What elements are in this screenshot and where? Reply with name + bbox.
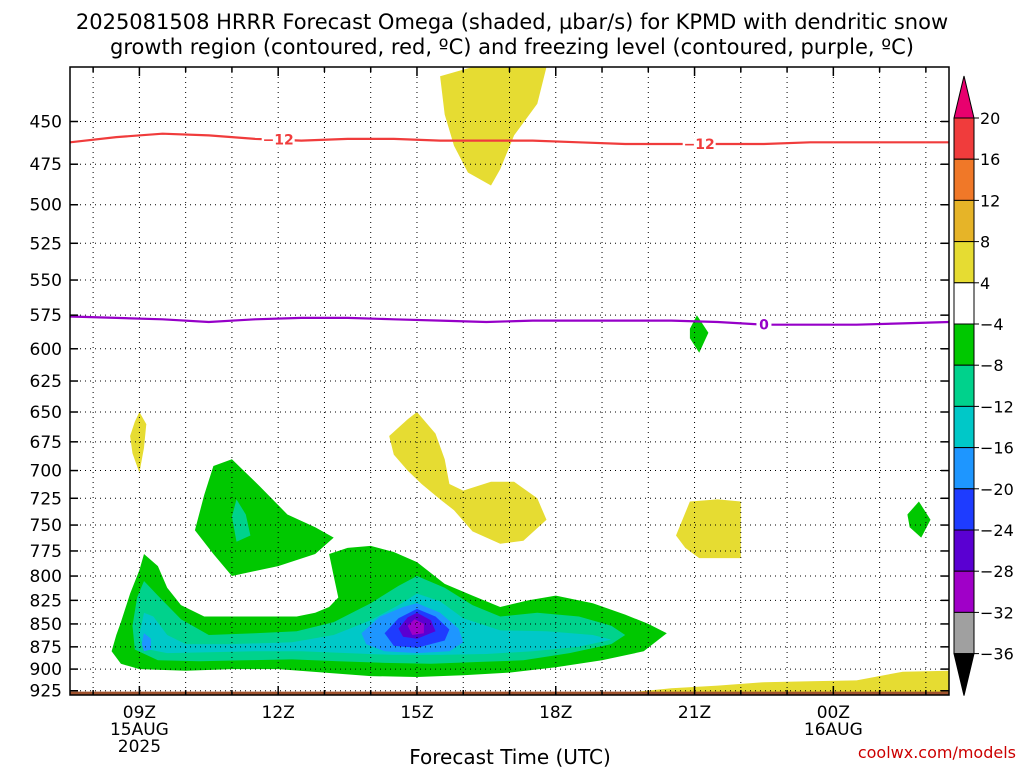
- colorbar-box: [953, 323, 975, 366]
- grid-lines: [70, 67, 949, 695]
- x-tick-label: 16AUG: [804, 720, 863, 740]
- colorbar-label: 4: [980, 274, 990, 293]
- colorbar-box: [953, 488, 975, 531]
- y-tick-label: 550: [30, 271, 62, 291]
- y-tick-label: 475: [30, 155, 62, 175]
- contour-label: 0: [759, 318, 769, 334]
- x-axis-title: Forecast Time (UTC): [409, 745, 611, 768]
- x-tick-label: 18Z: [539, 703, 572, 723]
- colorbar-box: [953, 158, 975, 201]
- chart-title-line1: 2025081508 HRRR Forecast Omega (shaded, …: [76, 10, 948, 34]
- omega-region-4: [389, 412, 547, 544]
- colorbar-box: [953, 529, 975, 572]
- colorbar-box: [953, 241, 975, 284]
- y-tick-label: 700: [30, 462, 62, 482]
- contour-label-bg: [756, 316, 772, 333]
- colorbar-box: [953, 117, 975, 160]
- temperature-contours: −12 −12 0: [70, 131, 949, 334]
- y-tick-label: 525: [30, 234, 62, 254]
- x-tick-label: 2025: [118, 737, 161, 757]
- omega-region-4: [676, 499, 741, 559]
- colorbar-label: 8: [980, 233, 990, 252]
- colorbar-bottom-arrow: [953, 653, 975, 696]
- omega-region--28: [407, 619, 424, 635]
- y-tick-label: 725: [30, 489, 62, 509]
- x-tick-label: 15AUG: [110, 720, 169, 740]
- x-tick-label: 15Z: [400, 703, 433, 723]
- x-tick-label: 12Z: [262, 703, 295, 723]
- y-tick-label: 800: [30, 567, 62, 587]
- plot-frame: [69, 66, 950, 696]
- y-tick-label: 650: [30, 403, 62, 423]
- contour-label-bg: [682, 136, 716, 153]
- colorbar-label: −32: [980, 603, 1014, 622]
- y-tick-label: 825: [30, 591, 62, 611]
- y-tick-label: 775: [30, 542, 62, 562]
- pressure-axis: 450 475 500 525 550 575 600 625 650 675 700 725 750 7…: [30, 113, 949, 702]
- contour-label: −12: [263, 133, 294, 149]
- contour-line: [70, 132, 949, 146]
- colorbar-top-arrow: [953, 75, 975, 119]
- x-tick-label: 09Z: [123, 703, 156, 723]
- colorbar-label: −24: [980, 521, 1014, 540]
- omega-shading: [70, 67, 949, 695]
- colorbar-label: 12: [980, 191, 1000, 210]
- contour-label: −12: [684, 137, 715, 153]
- omega-region--4: [194, 459, 334, 576]
- colorbar-label: −20: [980, 480, 1014, 499]
- y-tick-label: 850: [30, 615, 62, 635]
- y-tick-label: 600: [30, 340, 62, 360]
- x-tick-label: 21Z: [678, 703, 711, 723]
- omega-region--8: [231, 499, 251, 542]
- y-tick-label: 875: [30, 638, 62, 658]
- y-tick-label: 575: [30, 306, 62, 326]
- y-tick-label: 675: [30, 433, 62, 453]
- contour-label-bg: [261, 131, 295, 148]
- colorbar-label: −16: [980, 439, 1014, 458]
- y-tick-label: 750: [30, 516, 62, 536]
- omega-region-4: [440, 67, 547, 186]
- omega-region--16: [141, 633, 151, 652]
- colorbar-box: [953, 405, 975, 449]
- colorbar-label: −28: [980, 562, 1014, 581]
- omega-region-4: [629, 670, 949, 695]
- y-tick-label: 900: [30, 660, 62, 680]
- credit-text: coolwx.com/models: [858, 743, 1016, 762]
- colorbar-box: [953, 199, 975, 243]
- chart-title-line2: growth region (contoured, red, ºC) and f…: [110, 35, 914, 59]
- y-tick-label: 925: [30, 682, 62, 702]
- omega-region-4: [130, 412, 147, 473]
- colorbar-label: 20: [980, 109, 1000, 128]
- colorbar-box: [953, 611, 975, 655]
- omega-region--4: [907, 501, 931, 538]
- colorbar-box: [953, 447, 975, 490]
- colorbar-box: [953, 570, 975, 613]
- colorbar-label: −36: [980, 645, 1014, 664]
- y-tick-label: 450: [30, 113, 62, 133]
- x-tick-label: 00Z: [817, 703, 850, 723]
- colorbar-box: [953, 282, 975, 325]
- y-tick-label: 500: [30, 196, 62, 216]
- contour-line: [70, 315, 949, 326]
- colorbar-label: 16: [980, 150, 1000, 169]
- colorbar-box: [953, 364, 975, 407]
- colorbar-label: −12: [980, 397, 1014, 416]
- omega-region--4: [689, 315, 709, 353]
- colorbar-label: −8: [980, 356, 1004, 375]
- colorbar: 20 16 12 8 4 −4 −8 −12 −16 −20 −24 −28 −32 −36: [953, 75, 1014, 696]
- colorbar-label: −4: [980, 315, 1004, 334]
- y-tick-label: 625: [30, 372, 62, 392]
